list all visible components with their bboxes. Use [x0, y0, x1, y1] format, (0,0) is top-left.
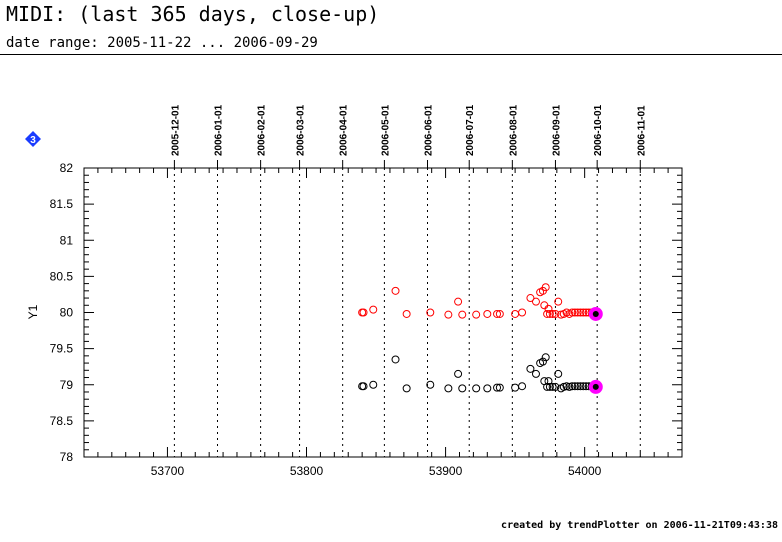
highlight-point-core [592, 310, 599, 317]
data-point [458, 384, 467, 393]
date-marker-label: 2006-02-01 [257, 104, 268, 156]
data-point [570, 382, 579, 391]
data-point [543, 309, 552, 318]
date-marker-label: 2006-07-01 [465, 104, 476, 156]
data-point [543, 382, 552, 391]
footer-credit: created by trendPlotter on 2006-11-21T09… [501, 520, 778, 531]
date-marker-label: 2006-03-01 [296, 104, 307, 156]
data-point [538, 357, 547, 366]
data-point [531, 297, 540, 306]
date-marker-lines [173, 160, 641, 457]
page-title: MIDI: (last 365 days, close-up) [6, 2, 380, 26]
data-point [391, 355, 400, 364]
data-point [472, 384, 481, 393]
date-marker-label: 2006-08-01 [508, 104, 519, 156]
badge-diamond-icon: 3 [25, 131, 41, 147]
data-point [544, 304, 553, 313]
data-point [495, 383, 504, 392]
date-marker-label: 2006-09-01 [551, 104, 562, 156]
data-point [573, 308, 582, 317]
data-point [495, 309, 504, 318]
data-point [548, 309, 557, 318]
data-point [568, 308, 577, 317]
axis-tick-labels: 78 78.5 79 79.5 80 80.5 81 81.5 82 53700 53800 5390… [50, 161, 602, 478]
y-axis-label: Y1 [26, 304, 40, 319]
highlight-point-core [592, 383, 599, 390]
badge-label: 3 [30, 135, 36, 146]
data-point [554, 369, 563, 378]
data-point [551, 309, 560, 318]
data-point [359, 308, 368, 317]
chart: 3 2005-12-01 2006-01-01 2006-02-01 2006-03-… [25, 104, 683, 478]
x-tick-label: 53800 [290, 464, 324, 478]
data-point [426, 380, 435, 389]
data-point [444, 310, 453, 319]
x-tick-label: 53900 [429, 464, 463, 478]
data-points [358, 283, 596, 393]
date-marker-labels: 2005-12-01 2006-01-01 2006-02-01 2006-03-01… [170, 104, 647, 156]
y-tick-label: 80 [60, 306, 74, 320]
y-tick-label: 79 [60, 378, 74, 392]
data-point [369, 380, 378, 389]
data-point [426, 308, 435, 317]
data-point [544, 377, 553, 386]
data-point [402, 309, 411, 318]
data-point [458, 310, 467, 319]
data-point [444, 384, 453, 393]
data-point [573, 382, 582, 391]
y-tick-label: 78 [60, 450, 74, 464]
data-point [369, 305, 378, 314]
data-point [568, 382, 577, 391]
data-point [551, 382, 560, 391]
data-point [541, 353, 550, 362]
highlight-points [588, 306, 603, 394]
y-tick-label: 81.5 [50, 197, 74, 211]
data-point [531, 369, 540, 378]
y-tick-label: 82 [60, 161, 74, 175]
data-point [454, 297, 463, 306]
data-point [548, 382, 557, 391]
data-point [576, 382, 585, 391]
data-point [493, 383, 502, 392]
data-point [541, 283, 550, 292]
data-point [483, 309, 492, 318]
y-tick-label: 79.5 [50, 342, 74, 356]
x-tick-label: 54000 [568, 464, 602, 478]
data-point [570, 308, 579, 317]
data-point [526, 294, 535, 303]
badge-diamond-shape [25, 131, 41, 147]
data-point [554, 297, 563, 306]
date-marker-label: 2006-11-01 [636, 105, 647, 156]
x-tick-label: 53700 [151, 464, 185, 478]
data-point [391, 286, 400, 295]
data-point [526, 364, 535, 373]
data-point [545, 382, 554, 391]
data-point [579, 382, 588, 391]
page-subtitle: date range: 2005-11-22 ... 2006-09-29 [6, 35, 318, 51]
data-point [472, 310, 481, 319]
data-point [483, 384, 492, 393]
date-marker-label: 2005-12-01 [170, 104, 181, 156]
data-point [540, 301, 549, 310]
date-marker-label: 2006-01-01 [214, 104, 225, 156]
date-marker-label: 2006-06-01 [424, 104, 435, 156]
data-point [518, 382, 527, 391]
data-point [545, 309, 554, 318]
date-marker-label: 2006-05-01 [380, 104, 391, 156]
data-point [454, 369, 463, 378]
y-tick-label: 81 [60, 233, 74, 247]
axis-ticks [83, 167, 683, 458]
data-point [359, 382, 368, 391]
y-tick-label: 78.5 [50, 414, 74, 428]
data-point [511, 383, 520, 392]
date-marker-label: 2006-10-01 [593, 104, 604, 156]
title-divider [0, 54, 782, 55]
date-marker-label: 2006-04-01 [339, 104, 350, 156]
data-point [576, 308, 585, 317]
data-point [402, 384, 411, 393]
data-point [493, 309, 502, 318]
y-tick-label: 80.5 [50, 269, 74, 283]
data-point [579, 308, 588, 317]
data-point [518, 308, 527, 317]
